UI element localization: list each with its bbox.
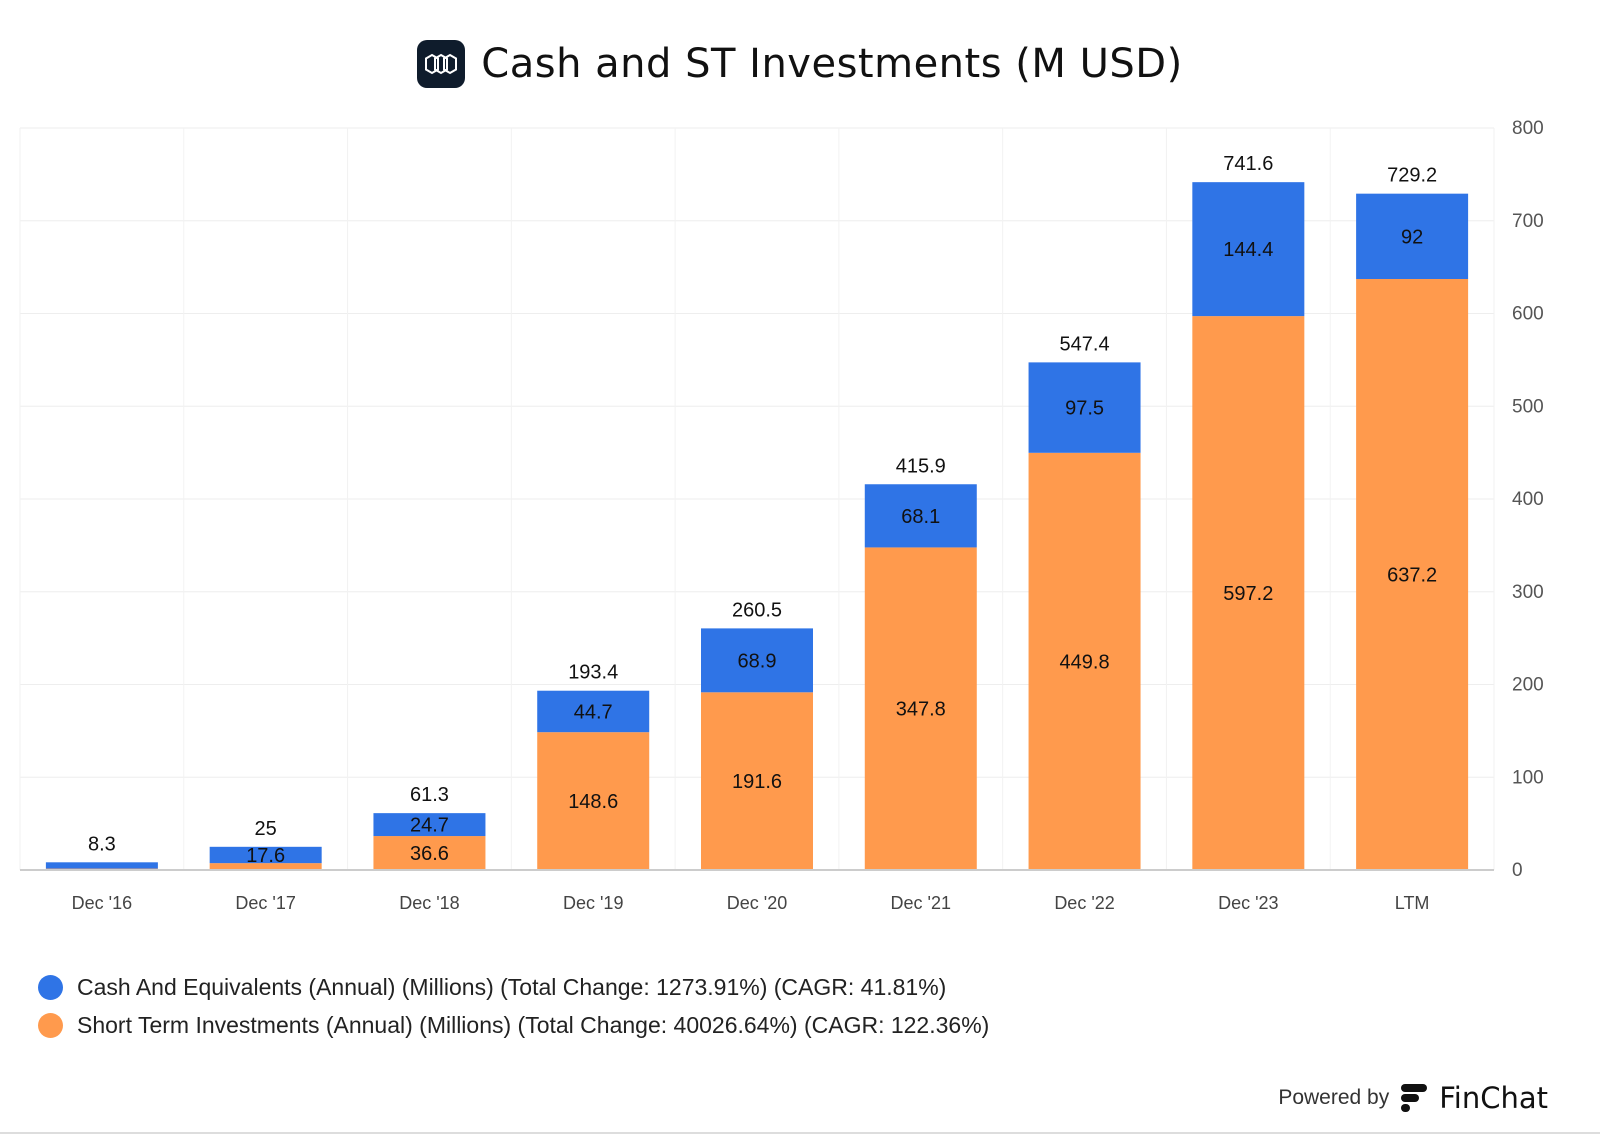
segment-label-st-investments: 191.6 (732, 771, 782, 793)
segment-label-st-investments: 347.8 (896, 699, 946, 721)
segment-label-st-investments: 597.2 (1223, 583, 1273, 605)
bar-cash (209, 846, 322, 864)
bar-st-investments (1028, 452, 1141, 870)
x-tick-label: Dec '22 (1054, 893, 1114, 913)
total-label: 61.3 (410, 784, 449, 806)
x-tick-label: Dec '16 (72, 893, 132, 913)
y-tick-label: 0 (1512, 860, 1523, 881)
segment-label-st-investments: 36.6 (410, 843, 449, 865)
finchat-logo-icon (1401, 1084, 1428, 1112)
total-label: 260.5 (732, 599, 782, 621)
y-tick-label: 700 (1512, 211, 1544, 232)
x-tick-label: Dec '18 (399, 893, 459, 913)
bar-st-investments (701, 692, 813, 870)
bar-cash (1028, 362, 1141, 453)
y-tick-label: 200 (1512, 675, 1544, 696)
bar-st-investments (209, 863, 322, 870)
bar-cash (701, 628, 813, 693)
segment-label-cash: 68.1 (901, 506, 940, 528)
legend-dot-cash (38, 974, 63, 1000)
bar-st-investments (1356, 278, 1469, 870)
stacked-bar-chart: 8.3 17.6 25 36.6 24.7 61.3 148.6 44.7 193.4 191.6… (19, 118, 1544, 913)
y-tick-label: 100 (1512, 767, 1544, 788)
chart-header: Cash and ST Investments (M USD) (0, 36, 1600, 92)
bar-st-investments (864, 547, 977, 870)
segment-label-st-investments: 148.6 (568, 791, 618, 813)
legend-label-cash: Cash And Equivalents (Annual) (Millions)… (77, 973, 947, 1000)
x-tick-label: Dec '19 (563, 893, 623, 913)
chart-title: Cash and ST Investments (M USD) (481, 41, 1183, 87)
x-tick-label: Dec '23 (1218, 893, 1278, 913)
bar-st-investments (537, 732, 650, 870)
chart-legend: Cash And Equivalents (Annual) (Millions)… (38, 968, 989, 1044)
legend-item-cash[interactable]: Cash And Equivalents (Annual) (Millions)… (38, 968, 989, 1006)
bar-cash (1192, 182, 1305, 317)
y-tick-label: 500 (1512, 396, 1544, 417)
total-label: 193.4 (568, 662, 618, 684)
segment-label-st-investments: 637.2 (1387, 564, 1437, 586)
footer-attribution: Powered by FinChat (1278, 1081, 1548, 1115)
chart-labels: 8.3 17.6 25 36.6 24.7 61.3 148.6 44.7 193.4 191.6… (88, 153, 1437, 867)
bar-cash (373, 813, 486, 837)
x-tick-label: Dec '21 (891, 893, 951, 913)
chart-axes: 0 100 200 300 400 500 600 700 800 Dec '16 Dec '17 D… (20, 118, 1544, 913)
bar-cash (537, 690, 650, 733)
segment-label-cash: 68.9 (738, 650, 777, 672)
legend-dot-st-investments (38, 1012, 63, 1038)
chart-grid (19, 127, 1495, 870)
total-label: 415.9 (896, 455, 946, 477)
bar-st-investments (373, 836, 486, 870)
total-label: 547.4 (1060, 333, 1110, 355)
bottom-divider (0, 1132, 1600, 1134)
total-label: 8.3 (88, 833, 116, 855)
segment-label-cash: 17.6 (246, 845, 285, 867)
total-label: 25 (255, 818, 277, 840)
segment-label-cash: 144.4 (1223, 239, 1273, 261)
bar-st-investments (1192, 316, 1305, 870)
x-tick-label: LTM (1395, 893, 1430, 913)
segment-label-cash: 44.7 (574, 701, 613, 723)
segment-label-cash: 97.5 (1065, 398, 1104, 420)
legend-item-st-investments[interactable]: Short Term Investments (Annual) (Million… (38, 1006, 989, 1044)
segment-label-cash: 24.7 (410, 815, 449, 837)
bar-cash (1356, 193, 1469, 279)
hexagon-chain-logo-icon (417, 40, 466, 88)
segment-label-st-investments: 449.8 (1060, 651, 1110, 673)
powered-by-text: Powered by (1278, 1086, 1390, 1109)
y-tick-label: 600 (1512, 304, 1544, 325)
total-label: 741.6 (1223, 153, 1273, 175)
segment-label-cash: 92 (1401, 226, 1423, 248)
total-label: 729.2 (1387, 165, 1437, 187)
x-tick-label: Dec '20 (727, 893, 787, 913)
legend-label-st-investments: Short Term Investments (Annual) (Million… (77, 1011, 990, 1038)
x-tick-label: Dec '17 (235, 893, 295, 913)
y-tick-label: 300 (1512, 582, 1544, 603)
bar-cash (45, 862, 158, 869)
finchat-brand: FinChat (1439, 1081, 1548, 1115)
bar-cash (864, 484, 977, 548)
chart-bars (45, 182, 1469, 870)
y-tick-label: 400 (1512, 489, 1544, 510)
y-tick-label: 800 (1512, 118, 1544, 139)
